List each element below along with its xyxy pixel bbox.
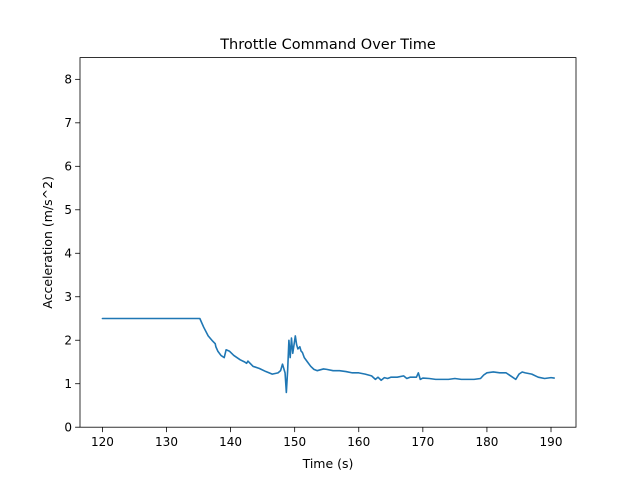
y-tick-label: 5	[64, 203, 72, 217]
y-tick-label: 8	[64, 73, 72, 87]
y-tick-label: 7	[64, 116, 72, 130]
y-tick-label: 6	[64, 160, 72, 174]
x-tick-label: 140	[219, 435, 242, 449]
y-axis: 0 1 2 3 4 5 6 7 8	[64, 73, 80, 435]
y-tick-label: 1	[64, 377, 72, 391]
y-axis-label: Acceleration (m/s^2)	[40, 176, 55, 309]
plot-area	[101, 317, 556, 394]
x-axis-label: Time (s)	[302, 456, 354, 471]
x-axis: 120 130 140 150 160 170 180 190	[91, 427, 562, 449]
y-tick-label: 0	[64, 421, 72, 435]
x-tick-label: 180	[475, 435, 498, 449]
y-tick-label: 2	[64, 334, 72, 348]
series-line-0	[101, 317, 556, 394]
axes-frame	[79, 57, 577, 428]
y-tick-label: 3	[64, 290, 72, 304]
x-tick-label: 190	[540, 435, 563, 449]
x-tick-label: 170	[411, 435, 434, 449]
chart-title: Throttle Command Over Time	[219, 37, 436, 53]
x-tick-label: 130	[155, 435, 178, 449]
x-tick-label: 120	[91, 435, 114, 449]
y-tick-label: 4	[64, 247, 72, 261]
x-tick-label: 150	[283, 435, 306, 449]
x-tick-label: 160	[347, 435, 370, 449]
